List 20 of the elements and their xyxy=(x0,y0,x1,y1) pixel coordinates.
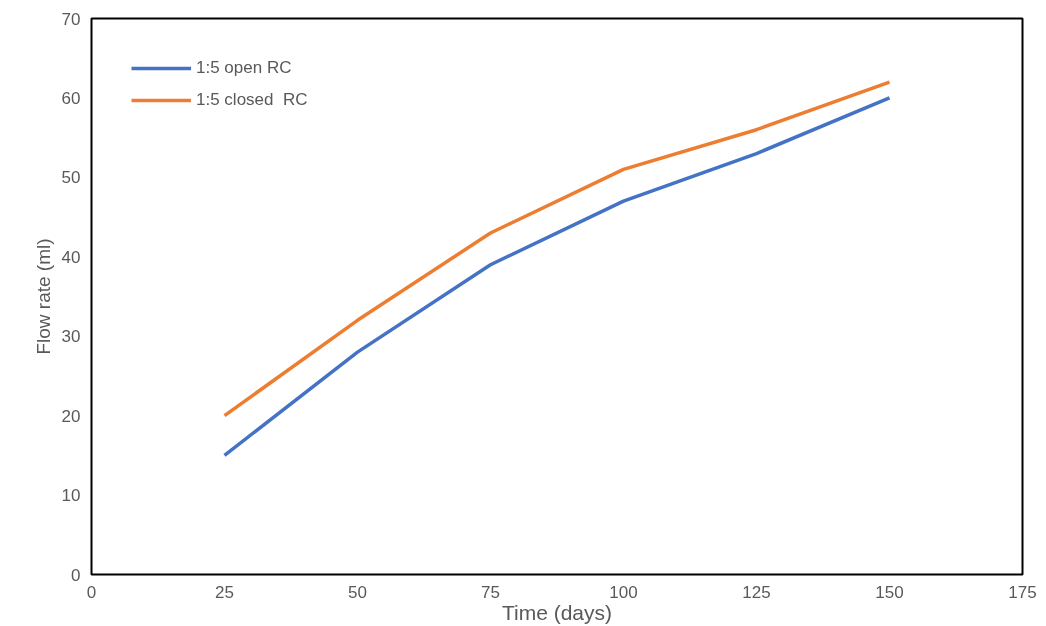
x-tick-label: 125 xyxy=(742,582,771,602)
x-tick-label: 175 xyxy=(1008,582,1037,602)
y-tick-label: 50 xyxy=(61,168,81,188)
y-tick-label: 10 xyxy=(61,486,81,506)
y-tick-label: 0 xyxy=(71,565,81,585)
legend-label: 1:5 open RC xyxy=(196,58,292,78)
x-tick-label: 0 xyxy=(86,582,97,602)
y-tick-label: 70 xyxy=(61,9,81,29)
y-tick-label: 60 xyxy=(61,88,81,108)
x-tick-label: 25 xyxy=(215,582,234,602)
legend-label: 1:5 closed RC xyxy=(196,90,308,110)
y-axis-title: Flow rate (ml) xyxy=(32,238,54,355)
y-tick-label: 20 xyxy=(61,406,81,426)
x-tick-label: 50 xyxy=(348,582,367,602)
x-tick-label: 100 xyxy=(609,582,638,602)
x-tick-label: 75 xyxy=(481,582,500,602)
y-tick-label: 40 xyxy=(61,247,81,267)
y-tick-label: 30 xyxy=(61,327,81,347)
x-axis-title: Time (days) xyxy=(501,600,613,624)
x-tick-label: 150 xyxy=(875,582,904,602)
